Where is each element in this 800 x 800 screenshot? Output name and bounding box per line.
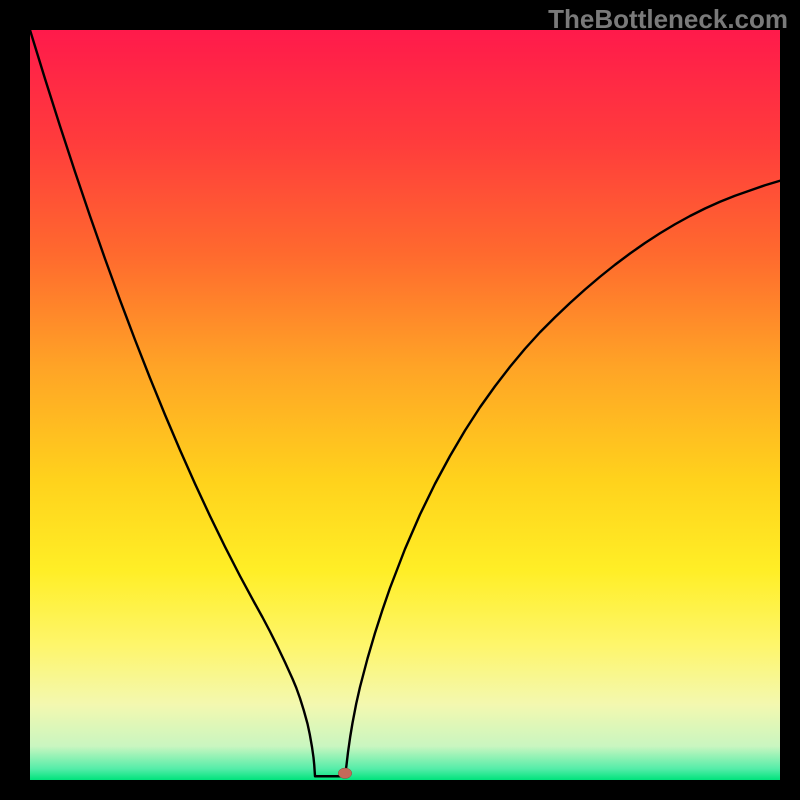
watermark-label: TheBottleneck.com: [548, 4, 788, 35]
selected-config-marker: [338, 768, 352, 779]
bottleneck-chart: [0, 0, 800, 800]
chart-gradient-background: [30, 30, 780, 780]
chart-container: TheBottleneck.com: [0, 0, 800, 800]
